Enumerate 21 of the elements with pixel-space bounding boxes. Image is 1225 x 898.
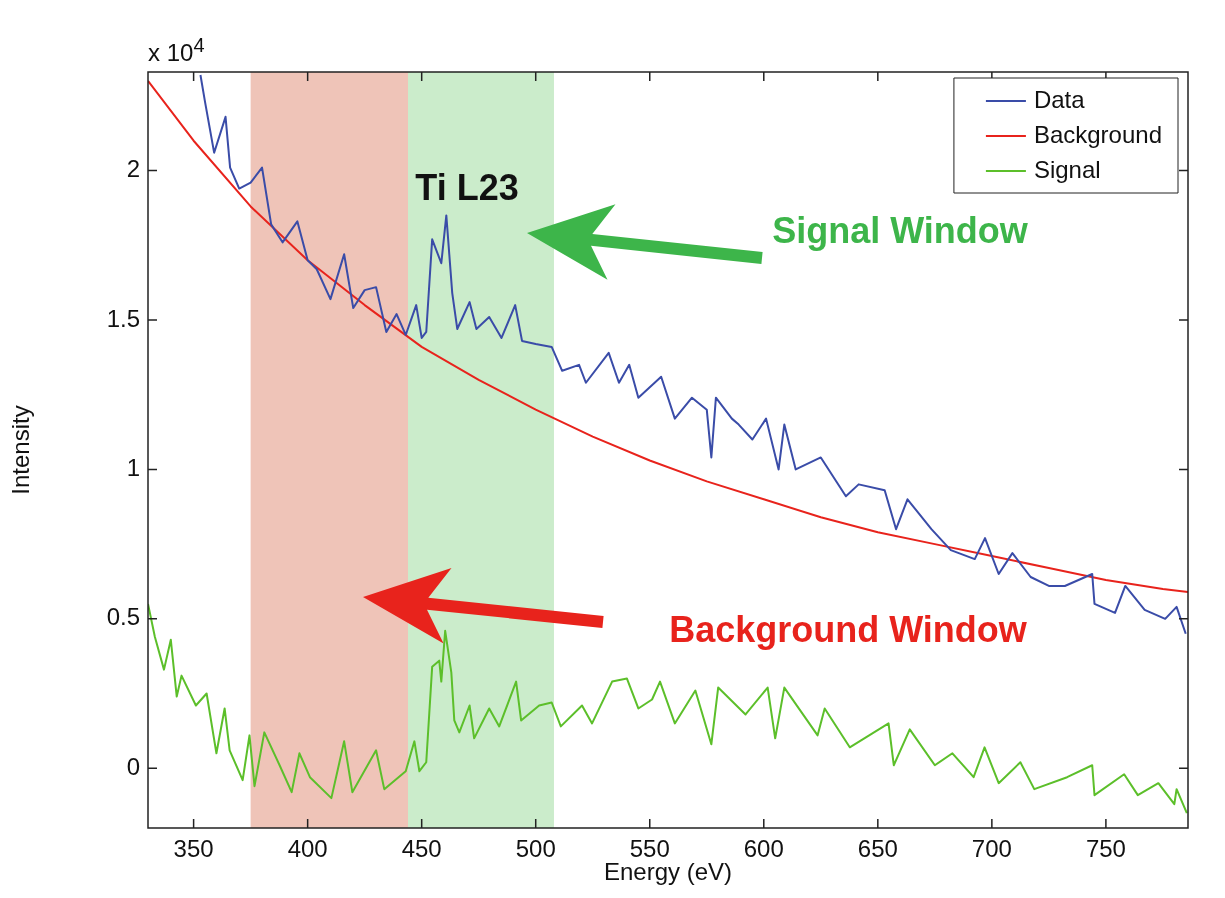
x-tick-label: 350 [173,835,214,863]
legend-label: Background [1033,120,1163,148]
x-tick-label: 650 [857,835,898,863]
y-tick-label: 0 [126,752,140,780]
y-tick-label: 1 [126,454,140,482]
annotation: Ti L23 [415,166,519,208]
legend-label: Data [1033,85,1086,113]
x-tick-label: 700 [971,835,1012,863]
x-tick-label: 500 [515,835,556,863]
legend-label: Signal [1033,155,1101,183]
annotation: Signal Window [772,209,1029,251]
y-tick-label: 0.5 [106,603,140,631]
y-axis-title: Intensity [7,405,35,495]
y-tick-label: 2 [126,155,140,183]
x-tick-label: 400 [287,835,328,863]
y-tick-label: 1.5 [106,304,140,332]
annotation: Background Window [669,608,1028,650]
x-tick-label: 600 [743,835,784,863]
x-tick-label: 450 [401,835,442,863]
text: x 10$^{4}$ [148,34,205,67]
x-tick-label: 750 [1085,835,1126,863]
